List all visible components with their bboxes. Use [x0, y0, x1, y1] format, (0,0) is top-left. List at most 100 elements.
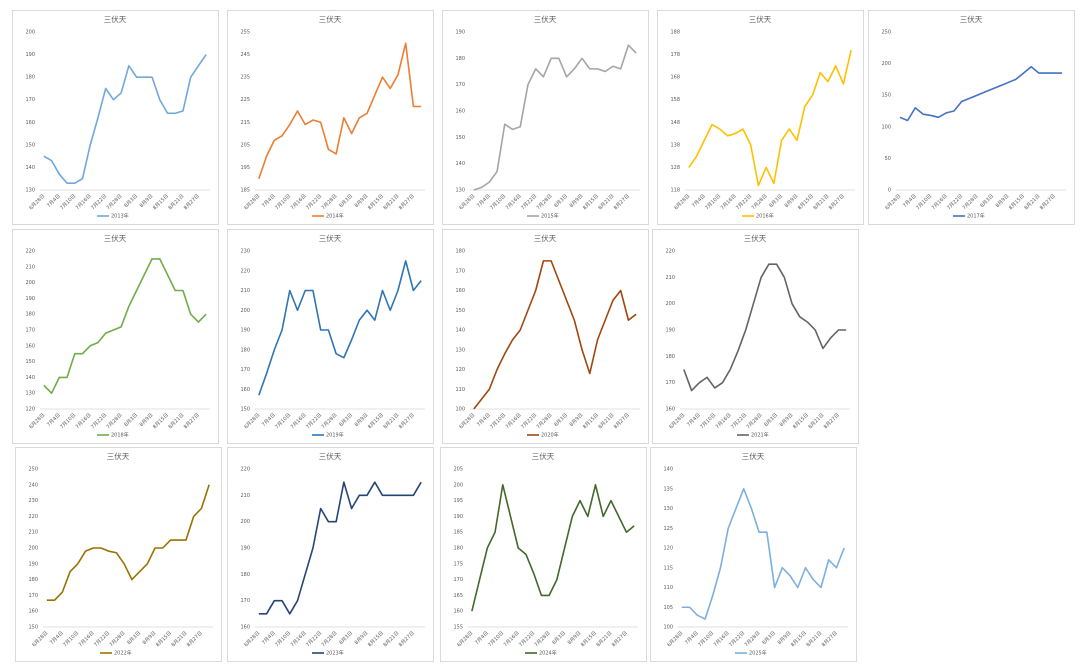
panel-frame: [12, 229, 219, 444]
y-tick-label: 105: [663, 605, 673, 611]
y-tick-label: 130: [25, 391, 35, 397]
series-line: [46, 484, 210, 601]
panel-frame: [657, 10, 864, 225]
y-tick-label: 200: [28, 546, 38, 552]
y-tick-label: 195: [453, 498, 463, 504]
series-line: [681, 487, 845, 620]
y-tick-label: 200: [240, 519, 250, 525]
y-tick-label: 190: [25, 52, 35, 58]
y-tick-label: 130: [455, 347, 465, 353]
y-tick-label: 200: [665, 301, 675, 307]
series-line: [473, 44, 637, 191]
series-line: [899, 65, 1063, 122]
y-tick-label: 140: [455, 328, 465, 334]
y-tick-label: 210: [25, 264, 35, 270]
y-tick-label: 185: [453, 530, 463, 536]
legend-label: 2019年: [326, 432, 344, 439]
y-tick-label: 110: [663, 585, 673, 591]
y-tick-label: 215: [240, 120, 250, 126]
y-tick-label: 50: [885, 156, 891, 162]
y-tick-label: 120: [663, 546, 673, 552]
series-line: [258, 260, 422, 396]
chart-title: 三伏天: [534, 233, 557, 243]
legend-label: 2018年: [111, 432, 129, 439]
y-tick-label: 160: [455, 109, 465, 115]
y-tick-label: 130: [663, 506, 673, 512]
legend-label: 2017年: [967, 213, 985, 220]
y-tick-label: 130: [455, 188, 465, 194]
y-tick-label: 140: [25, 165, 35, 171]
chart-title: 三伏天: [749, 14, 772, 24]
y-tick-label: 210: [240, 493, 250, 499]
y-tick-label: 165: [453, 593, 463, 599]
y-tick-label: 138: [670, 142, 680, 148]
y-tick-label: 125: [663, 526, 673, 532]
series-line: [258, 42, 422, 179]
y-tick-label: 140: [25, 375, 35, 381]
y-tick-label: 240: [28, 482, 38, 488]
y-tick-label: 160: [455, 288, 465, 294]
y-tick-label: 155: [453, 625, 463, 631]
y-tick-label: 190: [240, 328, 250, 334]
legend-label: 2015年: [541, 213, 559, 220]
chart-title: 三伏天: [960, 14, 983, 24]
y-tick-label: 188: [670, 30, 680, 36]
y-tick-label: 250: [881, 30, 891, 36]
panel-frame: [227, 10, 434, 225]
y-tick-label: 180: [25, 75, 35, 81]
panel-frame: [442, 10, 649, 225]
panel-frame: [442, 229, 649, 444]
legend-label: 2014年: [326, 213, 344, 220]
y-tick-label: 230: [28, 498, 38, 504]
y-tick-label: 170: [240, 598, 250, 604]
series-line: [471, 484, 635, 612]
legend-label: 2025年: [749, 650, 767, 657]
series-line: [473, 260, 637, 410]
y-tick-label: 158: [670, 97, 680, 103]
y-tick-label: 170: [455, 268, 465, 274]
y-tick-label: 135: [663, 486, 673, 492]
y-tick-label: 200: [25, 30, 35, 36]
y-tick-label: 230: [240, 249, 250, 255]
y-tick-label: 210: [28, 530, 38, 536]
chart-panel: 三伏天1201301401501601701801902002102206月28…: [12, 229, 219, 444]
y-tick-label: 190: [665, 328, 675, 334]
y-tick-label: 150: [28, 625, 38, 631]
y-tick-label: 190: [455, 30, 465, 36]
y-tick-label: 100: [455, 407, 465, 413]
series-line: [43, 258, 207, 394]
y-tick-label: 220: [240, 268, 250, 274]
y-tick-label: 160: [25, 120, 35, 126]
chart-title: 三伏天: [319, 233, 342, 243]
chart-title: 三伏天: [742, 451, 765, 461]
y-tick-label: 160: [28, 609, 38, 615]
y-tick-label: 170: [25, 328, 35, 334]
y-tick-label: 220: [28, 514, 38, 520]
y-tick-label: 220: [665, 249, 675, 255]
y-tick-label: 190: [453, 514, 463, 520]
chart-panel: 三伏天1501601701801902002102202302402506月28…: [15, 447, 222, 662]
y-tick-label: 245: [240, 52, 250, 58]
y-tick-label: 160: [665, 407, 675, 413]
panel-frame: [650, 447, 857, 662]
chart-title: 三伏天: [104, 14, 127, 24]
y-tick-label: 190: [25, 296, 35, 302]
y-tick-label: 255: [240, 30, 250, 36]
series-line: [688, 49, 852, 187]
y-tick-label: 150: [240, 407, 250, 413]
series-line: [43, 54, 207, 185]
series-line: [258, 481, 422, 615]
y-tick-label: 180: [25, 312, 35, 318]
y-tick-label: 180: [665, 354, 675, 360]
legend-label: 2021年: [751, 432, 769, 439]
y-tick-label: 210: [240, 288, 250, 294]
chart-title: 三伏天: [534, 14, 557, 24]
chart-title: 三伏天: [532, 451, 555, 461]
y-tick-label: 140: [663, 467, 673, 473]
